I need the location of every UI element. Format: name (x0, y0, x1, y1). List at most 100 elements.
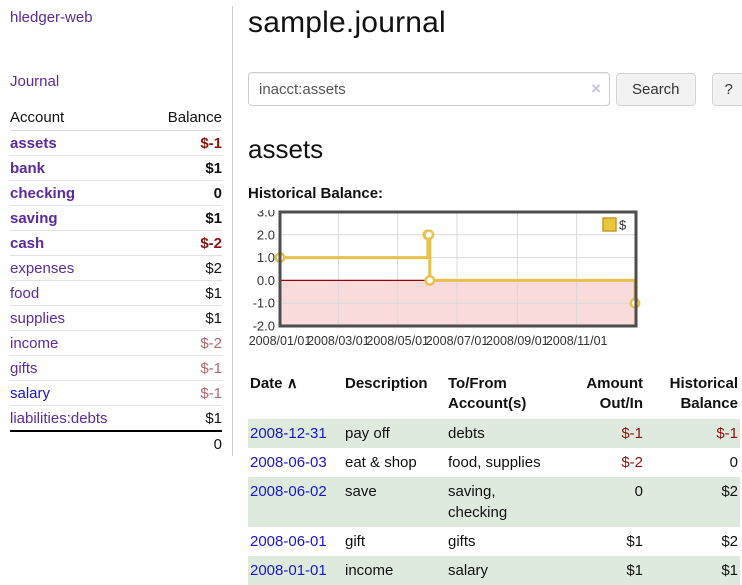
account-balance: $-2 (146, 330, 222, 356)
y-axis-tick-label: 2.0 (257, 227, 275, 242)
account-balance: $1 (146, 305, 222, 331)
account-link[interactable]: expenses (10, 259, 75, 277)
account-balance: $1 (146, 155, 222, 181)
transaction-accounts: salary (448, 562, 489, 579)
transaction-date-link[interactable]: 2008-06-01 (250, 533, 327, 550)
search-button[interactable]: Search (616, 72, 696, 106)
register-table: Date ∧ Description To/From Account(s) Am… (248, 371, 740, 585)
account-column-header: Account (10, 107, 147, 131)
account-row: expenses $2 (10, 255, 222, 281)
legend-swatch (602, 217, 617, 232)
accounts-table: Account Balance assets $-1 bank $1 checking 0… (10, 107, 222, 456)
account-link[interactable]: salary (10, 384, 51, 402)
table-row: 2008-12-31 pay off debts $-1 $-1 (248, 419, 740, 448)
data-point-marker (423, 229, 435, 241)
transaction-description: save (345, 483, 377, 500)
account-link[interactable]: liabilities:debts (10, 409, 108, 427)
table-row: 2008-06-03 eat & shop food, supplies $-2 0 (248, 448, 740, 477)
account-row: liabilities:debts $1 (10, 405, 222, 431)
transaction-date-link[interactable]: 2008-01-01 (250, 562, 327, 579)
brand-link[interactable]: hledger-web (10, 9, 93, 26)
account-row: assets $-1 (10, 131, 222, 156)
x-axis-tick-label: 2008/01/01 (249, 334, 312, 348)
y-axis-tick-label: 3.0 (257, 210, 275, 220)
account-balance: $-1 (200, 134, 222, 152)
account-link[interactable]: income (10, 334, 59, 352)
account-link[interactable]: checking (10, 184, 76, 202)
accounts-total-row: 0 (10, 430, 222, 456)
y-axis-tick-label: -2.0 (253, 319, 275, 334)
transaction-description: pay off (345, 425, 390, 442)
account-row: checking 0 (10, 180, 222, 206)
transaction-accounts: saving, checking (448, 483, 508, 521)
balance-column-header: Balance (146, 107, 222, 131)
x-axis-tick-label: 2008/05/01 (366, 334, 429, 348)
description-column-header: Description (345, 375, 428, 392)
account-row: cash $-2 (10, 230, 222, 256)
transaction-accounts: debts (448, 425, 485, 442)
account-row: gifts $-1 (10, 355, 222, 381)
account-balance: 0 (146, 180, 222, 206)
clear-search-icon[interactable]: × (591, 79, 601, 98)
account-link[interactable]: bank (10, 159, 46, 177)
y-axis-tick-label: -1.0 (253, 296, 275, 311)
account-balance: $-1 (146, 380, 222, 406)
date-column-header[interactable]: Date ∧ (250, 375, 298, 392)
data-point-marker (424, 275, 436, 286)
register-header-row: Date ∧ Description To/From Account(s) Am… (248, 371, 740, 419)
transaction-balance: $2 (721, 533, 738, 550)
x-axis-tick-label: 2008/03/01 (307, 334, 370, 348)
account-link[interactable]: food (10, 284, 40, 302)
accounts-header-row: Account Balance (10, 107, 222, 131)
account-link[interactable]: assets (10, 134, 57, 152)
chart-border (278, 210, 638, 328)
transaction-date-link[interactable]: 2008-12-31 (250, 425, 327, 442)
sidebar-item-journal[interactable]: Journal (10, 73, 60, 90)
account-row: income $-2 (10, 330, 222, 356)
transaction-amount: $-2 (621, 454, 643, 471)
x-axis-tick-label: 2008/07/01 (426, 334, 489, 348)
transaction-amount: $-1 (621, 425, 643, 442)
sort-ascending-icon: ∧ (286, 375, 298, 392)
help-button[interactable]: ? (711, 72, 742, 106)
account-link[interactable]: cash (10, 234, 45, 252)
transaction-description: eat & shop (345, 454, 417, 471)
account-balance: $1 (146, 280, 222, 306)
transaction-description: income (345, 562, 394, 579)
account-balance: $-1 (146, 355, 222, 381)
transaction-date-link[interactable]: 2008-06-02 (250, 483, 327, 500)
accounts-column-header: To/From Account(s) (448, 375, 527, 412)
transaction-balance: $2 (721, 483, 738, 500)
main-content: sample.journal × Search ? assets Histori… (233, 6, 742, 585)
y-axis-tick-label: 1.0 (257, 250, 275, 265)
transaction-balance: 0 (729, 454, 738, 471)
balance-chart: 3.0 2.0 1.0 0.0 -1.0 -2.0 2008/01/01 2008/03/01… (248, 205, 742, 357)
account-row: saving $1 (10, 205, 222, 231)
transaction-description: gift (345, 533, 366, 550)
page-title: sample.journal (248, 6, 446, 39)
account-link[interactable]: saving (10, 209, 58, 227)
x-axis-tick-label: 2008/11/01 (546, 334, 608, 348)
account-heading: assets (248, 134, 324, 164)
chart-label: Historical Balance: (248, 185, 384, 202)
account-link[interactable]: supplies (10, 309, 66, 327)
transaction-amount: 0 (634, 483, 643, 500)
search-input[interactable] (248, 72, 610, 106)
transaction-date-link[interactable]: 2008-06-03 (250, 454, 327, 471)
transaction-amount: $1 (626, 533, 643, 550)
account-link[interactable]: gifts (10, 359, 38, 377)
account-balance: $1 (146, 405, 222, 431)
transaction-accounts: gifts (448, 533, 476, 550)
table-row: 2008-06-02 save saving, checking 0 $2 (248, 477, 740, 527)
search-bar: × Search ? (248, 72, 742, 106)
transaction-balance: $-1 (716, 425, 738, 442)
balance-chart-svg: 3.0 2.0 1.0 0.0 -1.0 -2.02008/01/012008/03/01… (249, 205, 641, 348)
transaction-balance: $1 (721, 562, 738, 579)
y-axis-tick-label: 0.0 (257, 273, 275, 288)
table-row: 2008-01-01 income salary $1 $1 (248, 556, 740, 585)
amount-column-header: Amount Out/In (586, 375, 643, 412)
transaction-accounts: food, supplies (448, 454, 541, 471)
legend-label: $ (619, 218, 627, 233)
account-balance: $2 (146, 255, 222, 281)
x-axis-tick-label: 2008/09/01 (486, 334, 549, 348)
